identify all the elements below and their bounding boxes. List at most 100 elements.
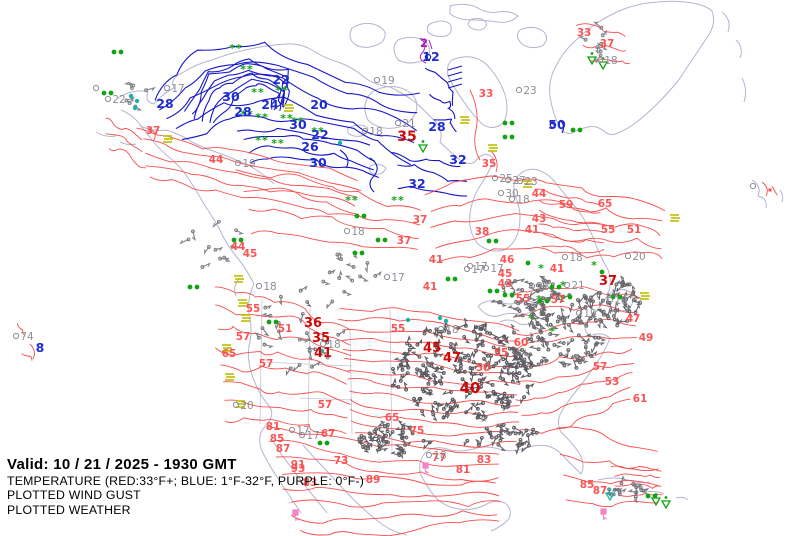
contour-label: 12: [422, 49, 439, 64]
contour-label: 49: [639, 332, 654, 344]
station-wind-barb: [430, 403, 435, 414]
temperature-contour-blue: [175, 96, 415, 144]
temperature-contour-blue: [429, 93, 456, 120]
station-wind-barb: [484, 381, 495, 387]
station-temperature-label: 17: [490, 263, 503, 275]
station-temperature-label: 23: [536, 281, 549, 293]
station-circle: [497, 189, 505, 197]
station-wind-barb: [622, 301, 628, 311]
contour-label: 41: [550, 263, 565, 275]
coastline: [467, 17, 487, 31]
station-wind-barb: [423, 440, 432, 450]
station-circle: [482, 264, 490, 272]
contour-label: 28: [234, 104, 251, 119]
temperature-contour-blue: [183, 58, 289, 112]
station-wind-barb: [612, 282, 619, 295]
contour-label: 44: [209, 154, 224, 166]
station-wind-barb: [474, 401, 485, 407]
teal-weather-dot-icon: [128, 93, 134, 99]
station-temperature-label: 18: [445, 324, 458, 336]
station-wind-barb: [403, 381, 409, 392]
station-wind-barb: [515, 375, 521, 385]
rain-dot-icon: [317, 440, 323, 446]
station-wind-barb: [568, 302, 575, 314]
snow-icon: **: [271, 137, 285, 150]
station-wind-barb: [565, 348, 571, 359]
contour-label: 41: [314, 346, 332, 361]
station-wind-barb: [468, 366, 475, 377]
drizzle-icon: *: [560, 279, 566, 292]
station-wind-barb: [538, 282, 544, 292]
station-wind-barb: [358, 274, 369, 282]
station-wind-barb: [212, 219, 221, 229]
temperature-contour-red: [16, 323, 26, 336]
temperature-contour-red: [250, 230, 418, 251]
teal-weather-dot-icon: [132, 105, 138, 111]
station-wind-barb: [507, 305, 520, 311]
wind-gust-icon: [640, 292, 650, 300]
station-wind-barb: [511, 355, 523, 362]
temperature-contour-red: [614, 473, 660, 478]
contour-label: 22: [272, 72, 289, 87]
station-circle: [749, 182, 757, 190]
station-wind-barb: [449, 342, 459, 347]
station-wind-barb: [433, 369, 446, 375]
wind-gust-icon: [523, 180, 533, 188]
temperature-contour-red: [515, 372, 633, 402]
snow-icon: **: [240, 108, 254, 121]
station-wind-barb: [362, 435, 370, 444]
station-wind-barb: [536, 335, 546, 343]
coastline: [272, 440, 328, 514]
station-wind-barb: [361, 445, 370, 453]
station-wind-barb: [523, 301, 537, 307]
legend-wind-gust-line: PLOTTED WIND GUST: [7, 488, 141, 503]
coastline: [721, 11, 742, 59]
station-wind-barb: [364, 261, 370, 273]
station-wind-barb: [410, 351, 422, 359]
station-wind-barb: [613, 300, 619, 313]
rain-dot-icon: [452, 276, 458, 282]
temperature-contour-red: [771, 185, 778, 196]
station-wind-barb: [524, 305, 535, 311]
contour-label: 83: [477, 454, 492, 466]
contour-label: 81: [266, 421, 281, 433]
rain-dot-icon: [194, 284, 200, 290]
station-wind-barb: [310, 360, 321, 369]
snow-icon: **: [255, 111, 269, 124]
station-wind-barb: [496, 300, 508, 307]
rain-dot-icon: [354, 213, 360, 219]
station-wind-barb: [529, 430, 539, 436]
state-border: [299, 397, 353, 401]
station-wind-barb: [632, 299, 642, 305]
rain-dot-icon: [445, 276, 451, 282]
rain-dot-icon: [494, 288, 500, 294]
rain-dot-icon: [375, 237, 381, 243]
contour-label: 57: [593, 361, 608, 373]
wind-gust-icon: [163, 135, 173, 143]
temperature-contour-red: [215, 304, 350, 346]
contour-label: 61: [633, 393, 648, 405]
temperature-contour-red: [519, 398, 631, 434]
temperature-contour-red: [515, 363, 635, 384]
station-wind-barb: [540, 356, 549, 363]
contour-label: 65: [385, 412, 400, 424]
coastline: [95, 131, 137, 146]
station-wind-barb: [547, 312, 556, 317]
station-circle: [255, 282, 263, 290]
station-wind-barb: [562, 314, 571, 321]
shower-dot-icon: [608, 488, 612, 491]
shower-triangle-icon: [650, 497, 662, 507]
station-wind-barb: [597, 42, 603, 54]
station-wind-barb: [481, 328, 490, 335]
station-circle: [624, 252, 632, 260]
station-circle: [361, 127, 369, 135]
contour-label: 85: [270, 433, 285, 445]
station-wind-barb: [525, 383, 535, 389]
station-wind-barb: [357, 434, 364, 442]
station-wind-barb: [488, 331, 499, 339]
coastline: [349, 22, 386, 48]
contour-label: 87: [593, 485, 608, 497]
station-wind-barb: [549, 289, 561, 297]
drizzle-icon: *: [549, 325, 555, 338]
station-wind-barb: [452, 341, 458, 352]
